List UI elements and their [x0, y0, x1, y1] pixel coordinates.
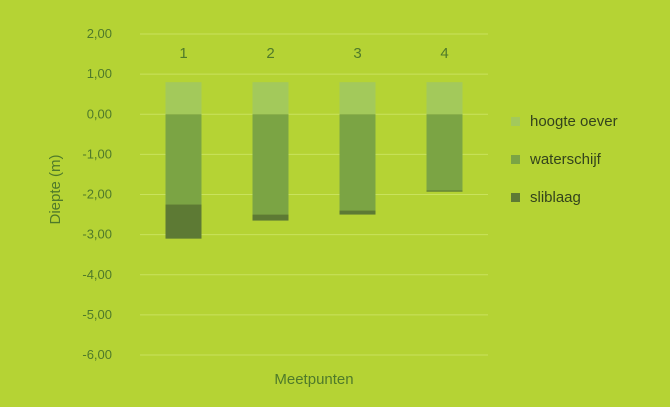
- category-label: 1: [179, 45, 187, 62]
- bar-waterschijf-2: [252, 114, 289, 215]
- bar-sliblaag-1: [165, 204, 202, 239]
- legend-swatch: [511, 155, 520, 164]
- legend-label: sliblaag: [530, 189, 581, 206]
- legend-swatch: [511, 117, 520, 126]
- y-tick-label: -4,00: [82, 267, 112, 282]
- y-tick-label: -3,00: [82, 227, 112, 242]
- category-labels: 1 2 3 4: [179, 45, 448, 62]
- legend-label: hoogte oever: [530, 113, 618, 130]
- y-tick-label: -6,00: [82, 347, 112, 362]
- bar-hoogte-oever-3: [339, 82, 376, 115]
- bar-waterschijf-4: [426, 114, 463, 191]
- bar-waterschijf-1: [165, 114, 202, 205]
- y-axis-title: Diepte (m): [47, 154, 64, 224]
- bar-sliblaag-3: [339, 210, 376, 215]
- y-tick-label: 2,00: [87, 26, 112, 41]
- y-tick-label: 1,00: [87, 66, 112, 81]
- bar-hoogte-oever-4: [426, 82, 463, 115]
- bars: [165, 82, 463, 239]
- bar-sliblaag-2: [252, 214, 289, 221]
- y-tick-label: -5,00: [82, 307, 112, 322]
- category-label: 3: [353, 45, 361, 62]
- bar-sliblaag-4: [426, 190, 463, 192]
- bar-hoogte-oever-1: [165, 82, 202, 115]
- y-tick-label: -1,00: [82, 146, 112, 161]
- y-tick-label: 0,00: [87, 106, 112, 121]
- legend-label: waterschijf: [529, 151, 602, 168]
- y-tick-label: -2,00: [82, 187, 112, 202]
- legend-swatch: [511, 193, 520, 202]
- bar-waterschijf-3: [339, 114, 376, 211]
- x-axis-title: Meetpunten: [274, 371, 353, 388]
- y-tick-labels: 2,00 1,00 0,00 -1,00 -2,00 -3,00 -4,00 -5,00 -6,…: [82, 26, 112, 362]
- category-label: 2: [266, 45, 274, 62]
- bar-hoogte-oever-2: [252, 82, 289, 115]
- category-label: 4: [440, 45, 448, 62]
- legend: hoogte oever waterschijf sliblaag: [511, 113, 618, 206]
